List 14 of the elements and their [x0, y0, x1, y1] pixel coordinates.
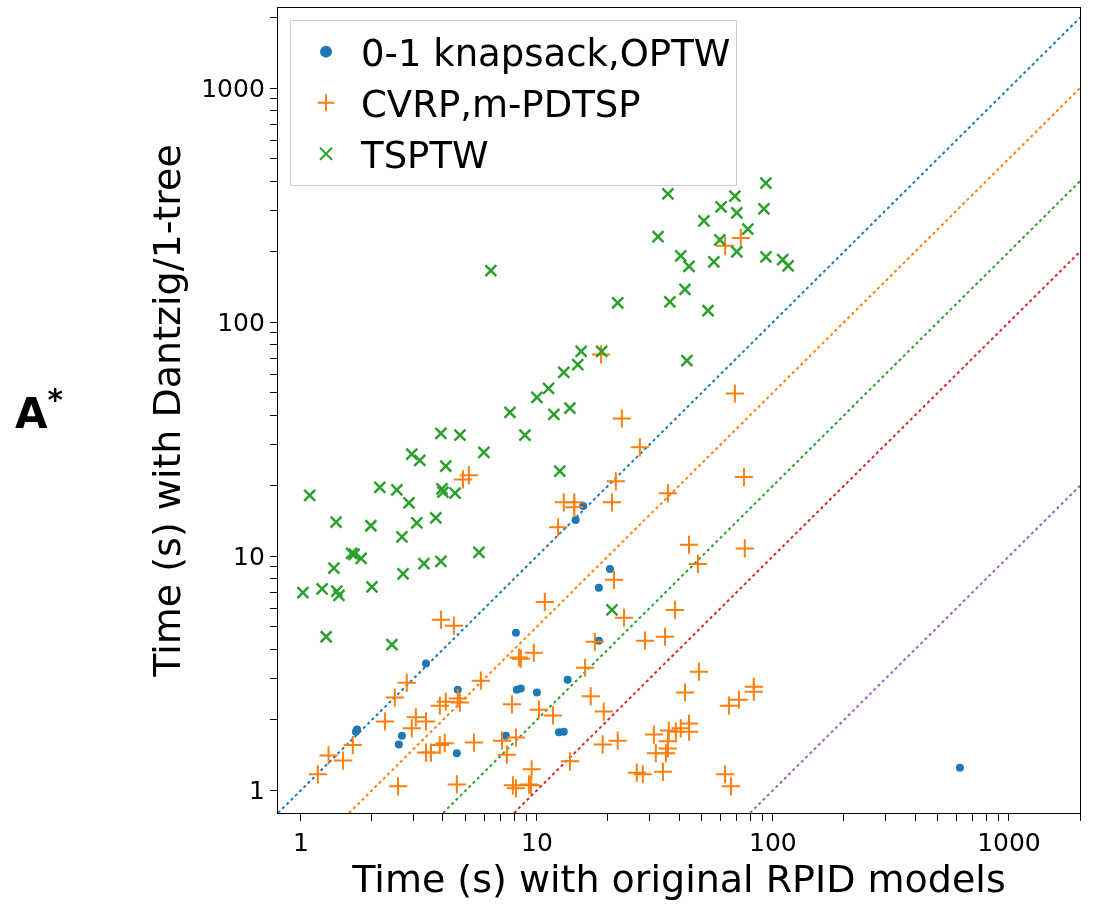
y-tick-label: 1000	[201, 73, 265, 103]
y-tick-label: 100	[217, 307, 265, 337]
legend-label: CVRP,m-PDTSP	[361, 83, 641, 127]
legend-label: TSPTW	[360, 134, 489, 178]
x-tick-label: 10	[520, 828, 553, 858]
y-axis-title: Time (s) with Dantzig/1-tree	[145, 144, 190, 678]
x-axis-title: Time (s) with original RPID models	[351, 857, 1006, 902]
y-tick-label: 1	[248, 776, 265, 806]
x-tick-label: 100	[749, 828, 797, 858]
legend-label: 0-1 knapsack,OPTW	[361, 32, 731, 76]
x-tick-label: 1	[292, 828, 309, 858]
x-tick-label: 1000	[977, 828, 1041, 858]
text: A$^{*}$	[15, 383, 63, 438]
y-tick-label: 10	[233, 542, 265, 572]
